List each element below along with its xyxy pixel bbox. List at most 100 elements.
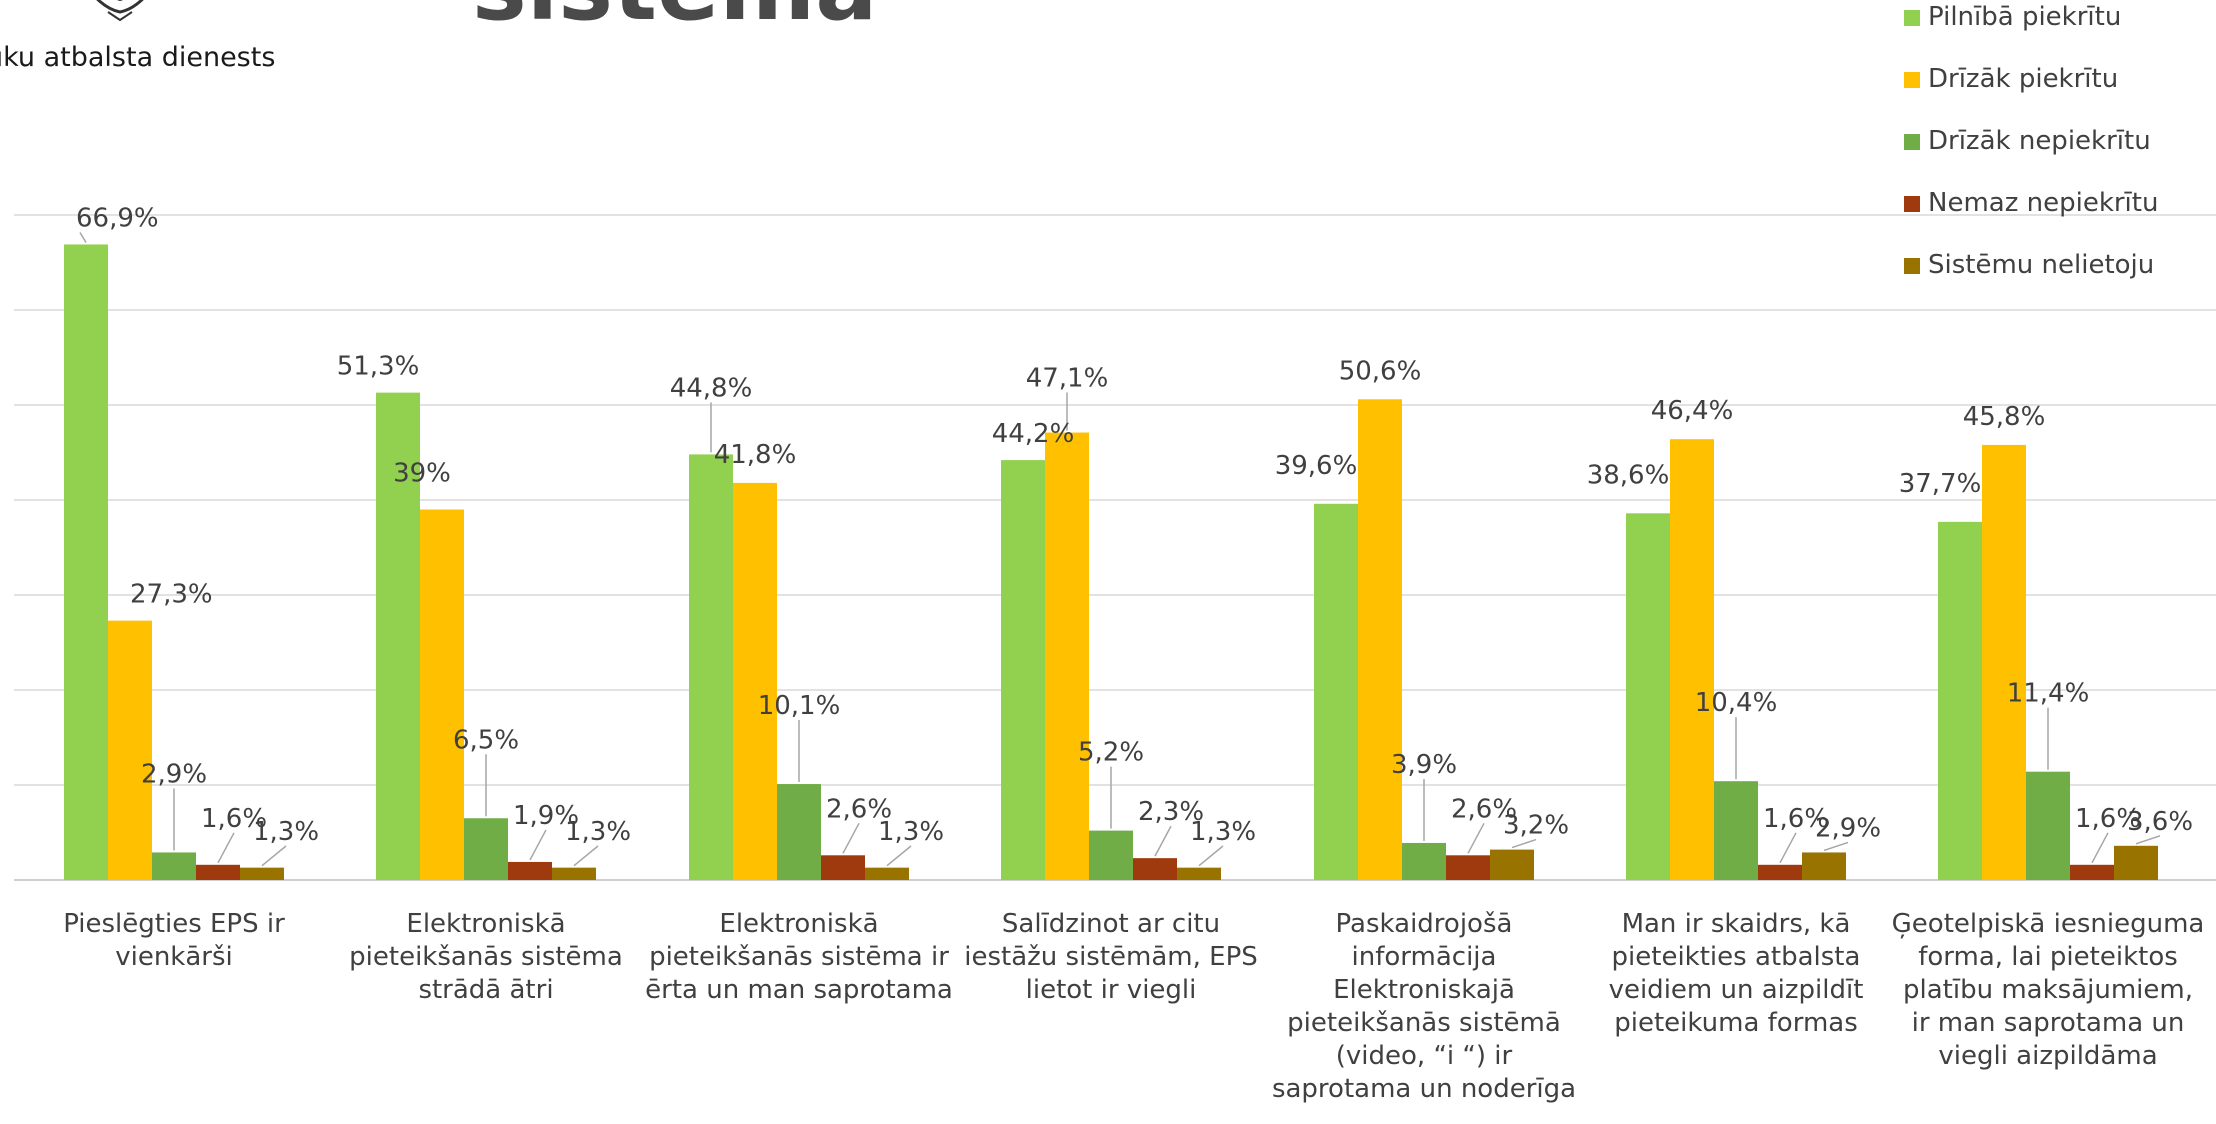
bar — [64, 244, 108, 880]
legend-swatch — [1904, 10, 1920, 26]
bar — [1714, 781, 1758, 880]
category-label: Man ir skaidrs, kā pieteikties atbalsta ve… — [1609, 909, 1864, 1038]
bar — [1446, 855, 1490, 880]
data-label: 10,1% — [758, 691, 841, 721]
leader-lines — [79, 232, 2161, 867]
category-label: Elektroniskā pieteikšanās sistēma ir ērta … — [645, 909, 953, 1005]
legend-swatch — [1904, 134, 1920, 150]
data-label: 27,3% — [130, 580, 213, 610]
category-label: Paskaidrojošā informācija Elektroniskajā pi… — [1272, 909, 1576, 1104]
bar — [1802, 852, 1846, 880]
bar — [240, 867, 284, 880]
data-label: 3,9% — [1391, 750, 1457, 780]
data-label: 1,6% — [2075, 804, 2141, 834]
data-labels: 66,9% 51,3% 44,8% 44,2% 39,6% 38,6% 37,7% 27,3%… — [76, 203, 2193, 847]
leader-line — [1779, 832, 1797, 864]
leader-line — [1198, 845, 1224, 867]
leader-line — [261, 845, 287, 867]
bar — [1758, 864, 1802, 880]
bar — [376, 392, 420, 880]
bar — [2070, 864, 2114, 880]
bar — [1001, 460, 1045, 880]
data-label: 5,2% — [1078, 738, 1144, 768]
leader-line — [217, 832, 235, 864]
bar — [1045, 432, 1089, 880]
data-label: 51,3% — [337, 352, 420, 382]
bar — [1358, 399, 1402, 880]
organization-name: uku atbalsta dienests — [0, 42, 276, 73]
data-label: 39% — [393, 459, 451, 489]
bar — [152, 852, 196, 880]
data-label: 1,6% — [1763, 804, 1829, 834]
bar — [777, 784, 821, 880]
leader-line — [1154, 825, 1172, 857]
data-label: 39,6% — [1275, 451, 1358, 481]
data-label: 1,9% — [513, 801, 579, 831]
legend-label: Nemaz nepiekrītu — [1928, 188, 2158, 218]
category-labels: Pieslēgties EPS ir vienkārši Elektroniskā p… — [63, 909, 2204, 1104]
bar — [464, 818, 508, 880]
bar — [108, 620, 152, 880]
bar — [196, 864, 240, 880]
legend-label: Pilnībā piekrītu — [1928, 2, 2121, 32]
legend: Pilnībā piekrītu Drīzāk piekrītu Drīzāk ne… — [1904, 2, 2158, 280]
data-label: 50,6% — [1339, 356, 1422, 386]
legend-swatch — [1904, 72, 1920, 88]
legend-swatch — [1904, 196, 1920, 212]
bar — [865, 867, 909, 880]
legend-label: Drīzāk piekrītu — [1928, 64, 2118, 94]
category-label: Pieslēgties EPS ir vienkārši — [63, 909, 285, 972]
bar — [1670, 439, 1714, 880]
data-label: 44,8% — [670, 373, 753, 403]
emblem-icon — [96, 0, 144, 22]
data-label: 2,6% — [826, 794, 892, 824]
category-label: Elektroniskā pieteikšanās sistēma strādā ā… — [349, 909, 623, 1005]
bar — [1982, 444, 2026, 880]
bar — [1402, 842, 1446, 880]
data-label: 1,3% — [878, 817, 944, 847]
bar — [2114, 845, 2158, 880]
data-label: 1,3% — [565, 817, 631, 847]
leader-line — [1467, 822, 1485, 854]
data-label: 37,7% — [1899, 469, 1982, 499]
leader-line — [2091, 832, 2109, 864]
data-label: 6,5% — [453, 725, 519, 755]
bar — [508, 861, 552, 880]
category-label: Salīdzinot ar citu iestāžu sistēmām, EPS l… — [964, 909, 1258, 1005]
data-label: 3,2% — [1503, 811, 1569, 841]
data-label: 47,1% — [1026, 364, 1109, 394]
leader-line — [573, 845, 599, 867]
leader-line — [2135, 835, 2161, 845]
bar — [1938, 521, 1982, 880]
data-label: 1,3% — [1190, 817, 1256, 847]
gridlines — [14, 214, 2216, 881]
leader-line — [1823, 841, 1849, 852]
data-label: 2,3% — [1138, 797, 1204, 827]
data-label: 46,4% — [1651, 396, 1734, 426]
leader-line — [79, 232, 87, 243]
bar — [733, 482, 777, 880]
data-label: 2,9% — [1815, 813, 1881, 843]
data-label: 1,3% — [253, 817, 319, 847]
data-label: 3,6% — [2127, 807, 2193, 837]
bars — [64, 244, 2158, 880]
legend-label: Drīzāk nepiekrītu — [1928, 126, 2151, 156]
bar — [420, 509, 464, 880]
leader-line — [1511, 838, 1537, 849]
data-label: 45,8% — [1963, 402, 2046, 432]
data-label: 11,4% — [2007, 679, 2090, 709]
data-label: 41,8% — [714, 440, 797, 470]
bar — [689, 454, 733, 880]
bar — [1177, 867, 1221, 880]
data-label: 2,9% — [141, 759, 207, 789]
data-label: 44,2% — [992, 419, 1075, 449]
bar — [1490, 849, 1534, 880]
data-label: 66,9% — [76, 203, 159, 233]
category-label: Ģeotelpiskā iesnieguma forma, lai pieteik… — [1892, 909, 2205, 1071]
data-label: 10,4% — [1695, 688, 1778, 718]
data-label: 2,6% — [1451, 794, 1517, 824]
bar — [1133, 858, 1177, 880]
data-label: 1,6% — [201, 804, 267, 834]
